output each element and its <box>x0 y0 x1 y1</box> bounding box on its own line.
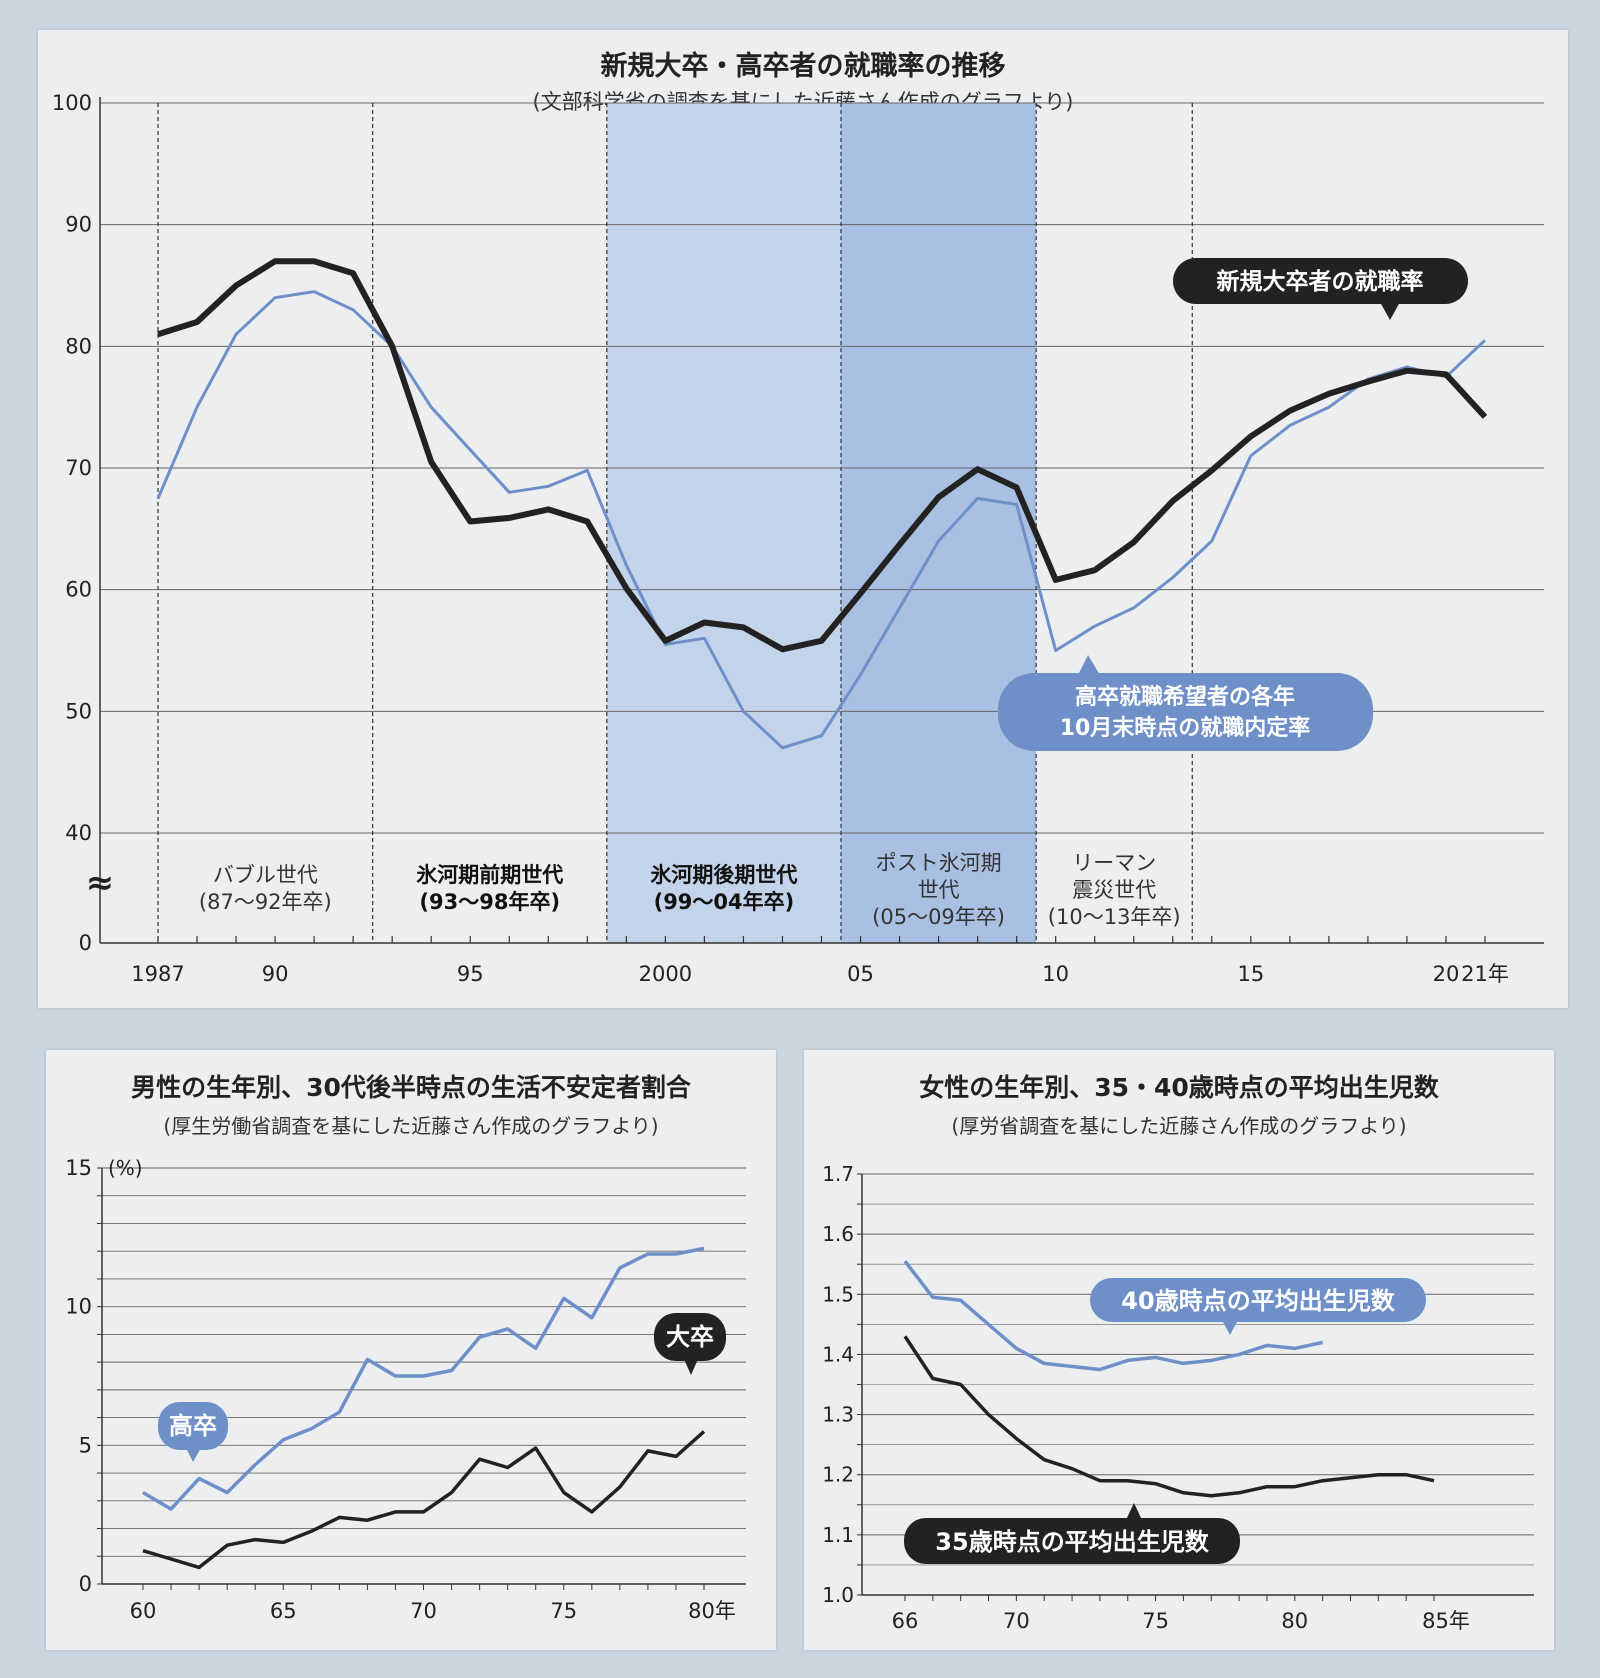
chart-subtitle: (厚生労働省調査を基にした近藤さん作成のグラフより) <box>163 1114 659 1138</box>
y-tick-label: 50 <box>65 699 92 723</box>
era-label: (05〜09年卒) <box>872 905 1005 929</box>
y-tick-label: 1.4 <box>822 1342 854 1366</box>
x-tick-label: 75 <box>1142 1609 1169 1633</box>
chart-title: 男性の生年別、30代後半時点の生活不安定者割合 <box>131 1073 691 1102</box>
chart-title: 女性の生年別、35・40歳時点の平均出生児数 <box>919 1073 1439 1102</box>
chart-panel-birth-count: 女性の生年別、35・40歳時点の平均出生児数 (厚労省調査を基にした近藤さん作成… <box>804 1050 1554 1650</box>
label-40-pointer <box>1222 1320 1238 1335</box>
label-35-pointer <box>1126 1503 1142 1520</box>
ice-age-early-band <box>606 103 842 943</box>
y-tick-label: 40 <box>65 821 92 845</box>
y-tick-label: 60 <box>65 578 92 602</box>
era-label: 世代 <box>918 878 960 902</box>
chart-title: 新規大卒・高卒者の就職率の推移 <box>600 51 1006 82</box>
series-line-35 <box>903 1335 1435 1498</box>
label-35: 35歳時点の平均出生児数 <box>935 1528 1209 1556</box>
era-label: (93〜98年卒) <box>419 890 560 914</box>
era-label: リーマン <box>1072 851 1156 875</box>
callout-high-school-pointer <box>1078 655 1100 675</box>
x-tick-label: 80年 <box>688 1599 736 1623</box>
y-tick-label: 1.7 <box>822 1162 854 1186</box>
label-high-school-pointer <box>186 1448 201 1462</box>
y-tick-label: 1.2 <box>822 1463 854 1487</box>
y-tick-label: 80 <box>65 334 92 358</box>
label-university-bubble <box>654 1313 726 1361</box>
era-label: 震災世代 <box>1072 878 1156 902</box>
series-line-high-school <box>156 290 1487 750</box>
axis-break-mark: ≈ <box>86 863 115 903</box>
x-tick-label: 75 <box>550 1599 577 1623</box>
y-tick-label: 1.3 <box>822 1403 854 1427</box>
era-label: 氷河期前期世代 <box>416 863 563 887</box>
series-line-university <box>142 1430 706 1570</box>
x-tick-label: 70 <box>1003 1609 1030 1633</box>
x-tick-label: 80 <box>1281 1609 1308 1633</box>
x-tick-label: 15 <box>1237 962 1264 986</box>
chart-subtitle: (厚労省調査を基にした近藤さん作成のグラフより) <box>951 1114 1407 1138</box>
callout-high-school-label-1: 高卒就職希望者の各年 <box>1075 684 1295 710</box>
era-label: バブル世代 <box>213 863 318 887</box>
callout-university-label: 新規大卒者の就職率 <box>1217 268 1424 295</box>
birth-count-chart: 1.0 1.1 1.2 1.3 1.4 1.5 1.6 1.7 66 70 75 80 85年 40歳時… <box>822 1162 1534 1633</box>
x-tick-label: 10 <box>1042 962 1069 986</box>
y-tick-label: 10 <box>65 1295 92 1319</box>
y-tick-label: 0 <box>79 1572 92 1596</box>
callout-university-bubble <box>1173 258 1468 304</box>
era-label: ポスト氷河期 <box>876 851 1002 875</box>
y-tick-label: 1.0 <box>822 1583 854 1607</box>
y-tick-label: 15 <box>65 1156 92 1180</box>
y-tick-label: 90 <box>65 213 92 237</box>
x-tick-label: 21年 <box>1461 962 1509 986</box>
callout-university-pointer <box>1380 302 1400 320</box>
y-unit-label: (%) <box>108 1156 143 1180</box>
x-tick-label: 05 <box>847 962 874 986</box>
series-line-high-school <box>142 1246 705 1511</box>
x-tick-label: 85年 <box>1422 1609 1470 1633</box>
chart-panel-unstable-ratio: 男性の生年別、30代後半時点の生活不安定者割合 (厚生労働省調査を基にした近藤さ… <box>46 1050 776 1650</box>
callout-high-school-label-2: 10月末時点の就職内定率 <box>1060 715 1311 741</box>
era-label: 氷河期後期世代 <box>650 863 797 887</box>
y-tick-label: 5 <box>79 1433 92 1457</box>
series-line-40 <box>903 1260 1323 1372</box>
x-tick-label: 70 <box>410 1599 437 1623</box>
label-university: 大卒 <box>666 1323 714 1351</box>
x-tick-label: 60 <box>130 1599 157 1623</box>
label-high-school-bubble <box>158 1402 228 1450</box>
ice-age-late-band <box>841 103 1037 943</box>
label-high-school: 高卒 <box>169 1412 217 1440</box>
label-university-pointer <box>684 1359 698 1375</box>
chart-panel-employment-rate: 新規大卒・高卒者の就職率の推移 (文部科学省の調査を基にした近藤さん作成のグラフ… <box>38 30 1568 1008</box>
label-35-bubble <box>904 1518 1240 1564</box>
era-label: (10〜13年卒) <box>1048 905 1181 929</box>
series-line-university <box>157 258 1488 653</box>
unstable-ratio-chart: 0 5 10 15 (%) 60 65 70 75 80年 高卒 大卒 <box>65 1156 746 1623</box>
y-tick-label: 1.1 <box>822 1523 854 1547</box>
x-tick-label: 2000 <box>639 962 692 986</box>
label-40: 40歳時点の平均出生児数 <box>1121 1287 1395 1315</box>
y-tick-label: 1.6 <box>822 1222 854 1246</box>
x-tick-label: 1987 <box>131 962 184 986</box>
y-tick-label: 100 <box>52 91 92 115</box>
y-tick-label: 0 <box>79 931 92 955</box>
y-tick-label: 70 <box>65 456 92 480</box>
callout-high-school-bubble <box>998 673 1373 751</box>
label-40-bubble <box>1090 1278 1426 1322</box>
x-tick-label: 66 <box>892 1609 919 1633</box>
x-tick-label: 95 <box>457 962 484 986</box>
era-label: (99〜04年卒) <box>654 890 795 914</box>
x-tick-label: 90 <box>262 962 289 986</box>
x-tick-label: 20 <box>1433 962 1460 986</box>
employment-rate-chart: 0 40 50 60 70 80 90 100 ≈1987 90 95 2000 05 10 15 20 21… <box>52 91 1544 986</box>
x-tick-label: 65 <box>270 1599 297 1623</box>
y-tick-label: 1.5 <box>822 1282 854 1306</box>
era-label: (87〜92年卒) <box>199 890 332 914</box>
